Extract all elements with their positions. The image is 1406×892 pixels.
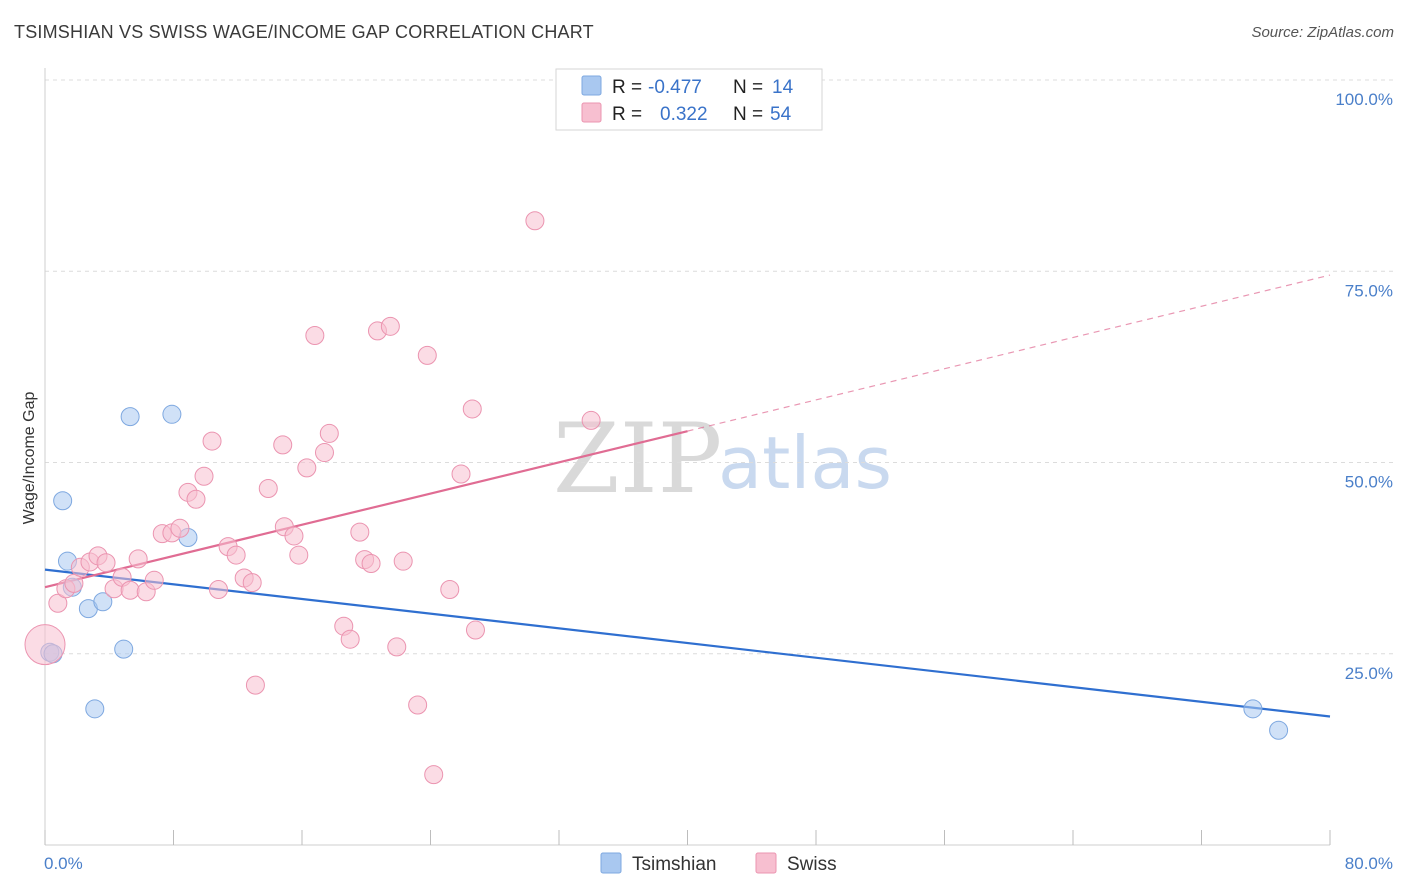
- swiss-swatch: [581, 102, 602, 123]
- swiss-point: [170, 518, 190, 538]
- swiss-point: [451, 464, 471, 484]
- swiss-point: [208, 579, 228, 599]
- swiss-trend-extension: [687, 274, 1331, 432]
- trend-layer: [44, 274, 1331, 718]
- y-tick-label-75: 75.0%: [1345, 281, 1393, 300]
- swiss-point: [340, 629, 360, 649]
- swiss-point: [64, 573, 84, 593]
- bottom-tsimshian-swatch: [600, 852, 622, 874]
- chart-title: TSIMSHIAN VS SWISS WAGE/INCOME GAP CORRE…: [14, 22, 594, 42]
- tsimshian-swatch: [581, 75, 602, 96]
- swiss-point: [24, 624, 66, 666]
- legend-r-value-1: -0.477: [648, 77, 702, 98]
- swiss-trend-line: [44, 430, 688, 589]
- x-tick-label-min: 0.0%: [44, 854, 83, 873]
- legend-r-label-1: R =: [612, 77, 642, 98]
- swiss-point: [226, 545, 246, 565]
- swiss-point: [284, 526, 304, 546]
- tsimshian-point: [1243, 699, 1263, 719]
- grid-layer: [45, 79, 1393, 655]
- tsimshian-point: [114, 639, 134, 659]
- swiss-point: [273, 435, 293, 455]
- series-legend: Tsimshian Swiss: [600, 852, 837, 875]
- swiss-point: [581, 410, 601, 430]
- swiss-point: [314, 443, 334, 463]
- swiss-point: [462, 399, 482, 419]
- swiss-point: [96, 553, 116, 573]
- source-label: Source: ZipAtlas.com: [1251, 24, 1394, 41]
- swiss-point: [380, 316, 400, 336]
- swiss-point: [387, 637, 407, 657]
- y-tick-label-50: 50.0%: [1345, 473, 1393, 492]
- swiss-point: [440, 579, 460, 599]
- swiss-point: [128, 549, 148, 569]
- y-tick-label-25: 25.0%: [1345, 664, 1393, 683]
- swiss-point: [424, 765, 444, 785]
- tsimshian-trend-line: [44, 568, 1331, 718]
- bottom-legend-swiss: Swiss: [787, 854, 837, 875]
- swiss-point: [361, 553, 381, 573]
- bottom-swiss-swatch: [755, 852, 777, 874]
- axis-layer: 25.0% 50.0% 75.0% 100.0% 0.0% 80.0%: [44, 68, 1393, 873]
- x-tick-label-max: 80.0%: [1345, 854, 1393, 873]
- point-layer: [24, 211, 1289, 785]
- swiss-point: [465, 620, 485, 640]
- legend-r-value-2: 0.322: [660, 104, 708, 125]
- legend-n-value-1: 14: [772, 77, 794, 98]
- tsimshian-point: [1269, 720, 1289, 740]
- swiss-point: [258, 479, 278, 499]
- tsimshian-point: [162, 404, 182, 424]
- y-tick-label-100: 100.0%: [1335, 90, 1393, 109]
- swiss-point: [319, 423, 339, 443]
- swiss-point: [305, 326, 325, 346]
- swiss-point: [242, 573, 262, 593]
- swiss-point: [289, 545, 309, 565]
- swiss-point: [350, 522, 370, 542]
- swiss-point: [144, 570, 164, 590]
- legend-r-label-2: R =: [612, 104, 642, 125]
- swiss-point: [48, 593, 68, 613]
- stats-legend: R = -0.477 N = 14 R = 0.322 N = 54: [555, 68, 823, 131]
- tsimshian-point: [120, 407, 140, 427]
- swiss-point: [120, 580, 140, 600]
- swiss-point: [525, 211, 545, 231]
- swiss-point: [202, 431, 222, 451]
- y-axis-label: Wage/Income Gap: [21, 392, 38, 525]
- tsimshian-point: [85, 699, 105, 719]
- swiss-point: [393, 551, 413, 571]
- legend-n-value-2: 54: [770, 104, 792, 125]
- swiss-point: [408, 695, 428, 715]
- bottom-legend-tsimshian: Tsimshian: [632, 854, 716, 875]
- tsimshian-point: [93, 592, 113, 612]
- tsimshian-point: [53, 491, 73, 511]
- swiss-point: [417, 345, 437, 365]
- legend-n-label-2: N =: [733, 104, 763, 125]
- swiss-point: [245, 675, 265, 695]
- swiss-point: [297, 458, 317, 478]
- swiss-point: [186, 489, 206, 509]
- swiss-point: [194, 466, 214, 486]
- legend-n-label-1: N =: [733, 77, 763, 98]
- watermark-zip: ZIP: [553, 403, 722, 515]
